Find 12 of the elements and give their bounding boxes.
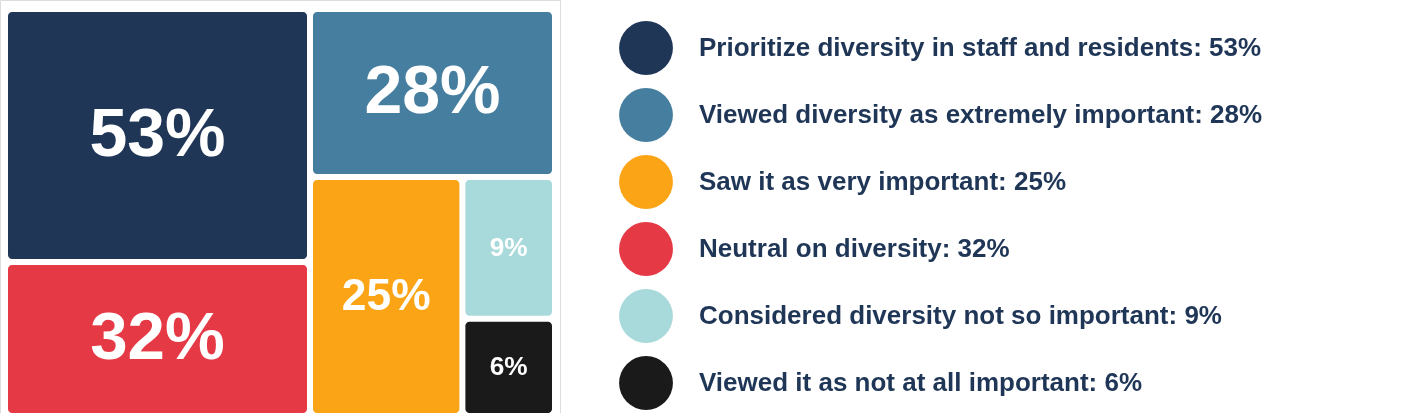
data-label: 9% bbox=[489, 231, 528, 262]
data-label: 28% bbox=[364, 51, 501, 128]
data-label: 53% bbox=[89, 93, 226, 170]
category-label: Viewed it as not at all important: 6% bbox=[699, 367, 1143, 397]
category-label: Saw it as very important: 25% bbox=[699, 166, 1067, 196]
category-label: Viewed diversity as extremely important: 28% bbox=[699, 99, 1263, 129]
data-label: 32% bbox=[90, 298, 225, 374]
category-label: Considered diversity not so important: 9% bbox=[699, 300, 1222, 330]
category-label: Prioritize diversity in staff and residents: 53% bbox=[699, 32, 1262, 62]
category-label: Neutral on diversity: 32% bbox=[699, 233, 1010, 263]
data-label: 25% bbox=[341, 269, 431, 319]
data-label: 6% bbox=[489, 351, 528, 382]
